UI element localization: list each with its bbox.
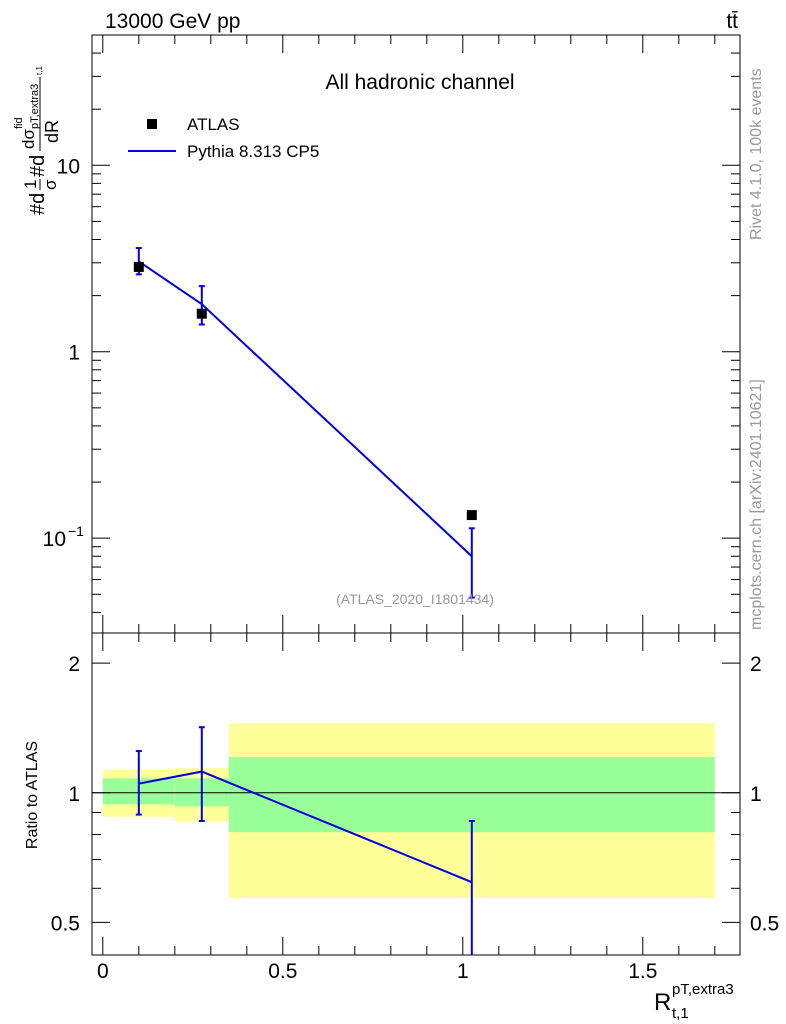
ratio-ytick-label-left: 2: [68, 653, 80, 676]
rivet-label: Rivet 4.1.0, 100k events: [748, 68, 765, 240]
main-ytick-label: 10: [43, 528, 66, 551]
xtick-label: 1: [457, 960, 469, 983]
ratio-ytick-label-right: 1: [750, 783, 762, 806]
ratio-y-axis-label: Ratio to ATLAS: [24, 741, 41, 849]
xlabel-main: R: [654, 989, 671, 1016]
ylabel-dsigma: dσ: [19, 129, 38, 149]
ylabel-frac-bottom: σ: [41, 179, 60, 190]
xlabel-sup: pT,extra3: [672, 981, 734, 998]
main-ytick-label: 10: [57, 155, 80, 178]
main-ytick-exponent: −1: [68, 523, 84, 539]
analysis-id: (ATLAS_2020_I1801434): [336, 591, 494, 607]
xtick-label: 0: [97, 960, 109, 983]
xtick-label: 1.5: [628, 960, 657, 983]
ratio-ytick-label-left: 1: [68, 783, 80, 806]
ratio-ytick-label-right: 2: [750, 653, 762, 676]
atlas-data-point: [196, 308, 207, 319]
ylabel-hash1: #d: [27, 193, 49, 215]
main-ytick-label: 1: [68, 342, 80, 365]
ylabel-frac-top: 1: [21, 180, 40, 189]
atlas-data-point: [133, 261, 144, 272]
legend-pythia-label: Pythia 8.313 CP5: [187, 142, 319, 161]
xtick-label: 0.5: [268, 960, 297, 983]
ratio-ytick-label-left: 0.5: [51, 912, 80, 935]
main-marks: [133, 247, 477, 599]
ratio-bands: [102, 723, 715, 898]
channel-title: All hadronic channel: [325, 71, 514, 94]
ratio-marks: [135, 726, 475, 955]
atlas-data-point: [466, 510, 477, 521]
ratio-panel-frame: [91, 632, 741, 956]
legend-atlas-label: ATLAS: [187, 115, 240, 134]
ylabel-subsub: t,1: [35, 66, 44, 75]
ylabel-dR: dR: [42, 120, 62, 143]
pythia-line: [138, 260, 473, 557]
legend: ATLAS Pythia 8.313 CP5: [128, 115, 319, 161]
ratio-band-inner-2: [228, 757, 715, 833]
ratio-y-ticks: 0.5 0.5 1 1 2 2: [51, 653, 779, 935]
energy-label: 13000 GeV pp: [105, 10, 240, 33]
process-label: tt̄: [726, 10, 738, 33]
x-ticks: 0 0.5 1 1.5: [97, 35, 716, 983]
ylabel-sub: pT,extra3: [29, 84, 41, 129]
ylabel-hash2: #d: [27, 155, 49, 177]
ylabel-fid: fid: [13, 117, 25, 129]
legend-atlas-marker: [147, 119, 157, 129]
main-y-axis-label: #d 1 σ #d dσ fid pT,extra3 t,1 dR: [13, 66, 62, 215]
x-axis-label: R pT,extra3 t,1: [654, 981, 734, 1022]
mcplots-label: mcplots.cern.ch [arXiv:2401.10621]: [748, 379, 765, 630]
xlabel-sub: t,1: [672, 1005, 689, 1022]
ratio-ytick-label-right: 0.5: [750, 912, 779, 935]
